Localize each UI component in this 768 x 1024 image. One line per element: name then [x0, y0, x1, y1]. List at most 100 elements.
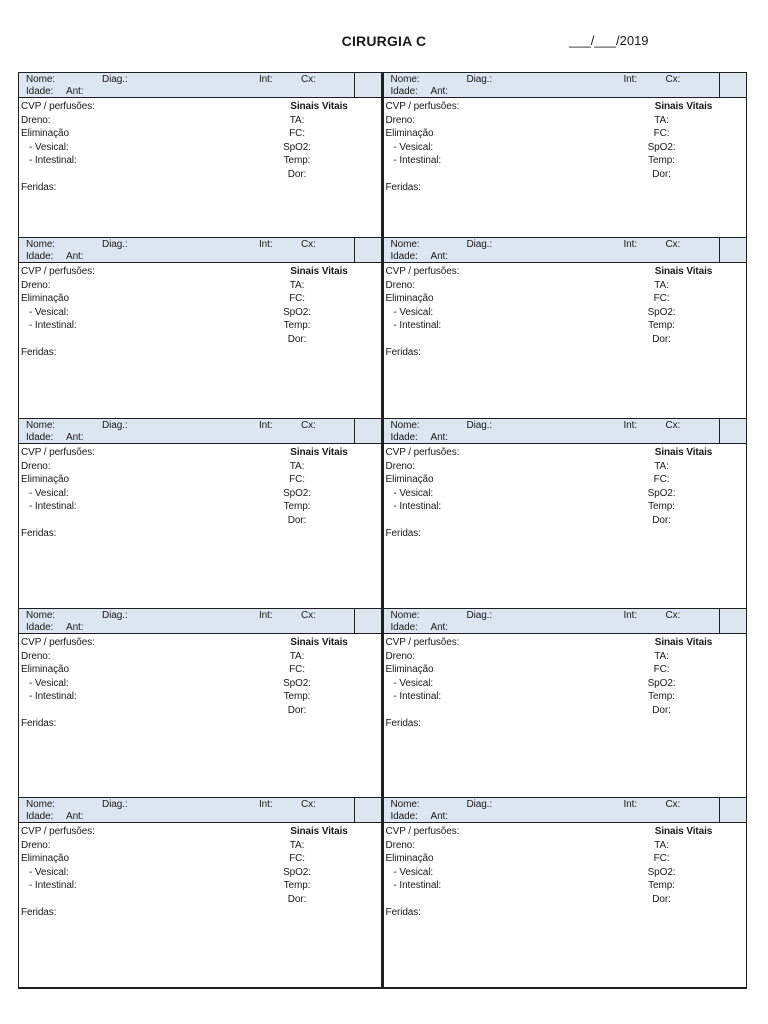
vital-signs-column: Sinais Vitais TA: FC: SpO2: Temp: Dor: [217, 446, 377, 527]
age-label: Idade: [26, 811, 54, 822]
patient-card: Nome: Diag.: Int: Cx: Idade: Ant: CVP / … [382, 608, 747, 797]
admission-label: Int: [623, 799, 638, 810]
temperature-label: Temp: [283, 501, 311, 512]
vital-signs-column: Sinais Vitais TA: FC: SpO2: Temp: Dor: [582, 265, 742, 346]
intestinal-label: - Intestinal: [29, 880, 77, 891]
cvp-perfusions-label: CVP / perfusões: [21, 266, 95, 277]
patient-card-grid: Nome: Diag.: Int: Cx: Idade: Ant: CVP / … [18, 72, 747, 989]
card-body: CVP / perfusões: Dreno: Eliminação - Ves… [384, 263, 747, 418]
wounds-label: Feridas: [385, 907, 421, 918]
diagnosis-label: Diag.: [466, 799, 493, 810]
spo2-label: SpO2: [647, 141, 676, 153]
header-divider [719, 609, 720, 633]
urinary-label: - Vesical: [29, 677, 69, 689]
spo2-label: SpO2: [647, 866, 676, 878]
antecedents-label: Ant: [66, 251, 84, 262]
card-header-band: Nome: Diag.: Int: Cx: Idade: Ant: [383, 608, 746, 634]
card-header-band: Nome: Diag.: Int: Cx: Idade: Ant: [19, 237, 381, 263]
surgery-label: Cx: [665, 799, 681, 810]
wounds-label: Feridas: [21, 347, 57, 358]
elimination-label: Eliminação [385, 853, 434, 864]
pain-label: Dor: [287, 333, 307, 345]
wounds-label: Feridas: [385, 347, 421, 358]
antecedents-label: Ant: [66, 622, 84, 633]
spo2-label: SpO2: [647, 306, 676, 318]
drain-label: Dreno: [385, 460, 416, 472]
vital-signs-title: Sinais Vitais [654, 266, 713, 277]
diagnosis-label: Diag.: [466, 610, 493, 621]
spo2-label: SpO2: [283, 677, 311, 689]
heart-rate-label: FC: [289, 664, 305, 675]
temperature-label: Temp: [283, 880, 311, 891]
name-label: Nome: [390, 420, 420, 431]
card-body: CVP / perfusões: Dreno: Eliminação - Ves… [19, 98, 381, 237]
intestinal-label: - Intestinal: [29, 320, 77, 331]
wounds-label: Feridas: [21, 182, 57, 193]
patient-card: Nome: Diag.: Int: Cx: Idade: Ant: CVP / … [18, 72, 383, 237]
blood-pressure-label: TA: [289, 114, 305, 126]
urinary-label: - Vesical: [393, 677, 434, 689]
surgery-label: Cx: [301, 420, 316, 431]
diagnosis-label: Diag.: [102, 420, 128, 431]
vital-signs-title: Sinais Vitais [290, 447, 348, 458]
card-header-band: Nome: Diag.: Int: Cx: Idade: Ant: [19, 797, 381, 823]
age-label: Idade: [390, 86, 418, 97]
care-fields-column: CVP / perfusões: Dreno: Eliminação - Ves… [384, 265, 747, 360]
elimination-label: Eliminação [21, 853, 69, 864]
vital-signs-column: Sinais Vitais TA: FC: SpO2: Temp: Dor: [217, 100, 377, 181]
spo2-label: SpO2: [283, 866, 311, 878]
diagnosis-label: Diag.: [102, 74, 128, 85]
pain-label: Dor: [652, 168, 671, 180]
title-row: CIRURGIA C ___/___/2019 [0, 0, 768, 72]
heart-rate-label: FC: [653, 128, 670, 139]
admission-label: Int: [623, 420, 638, 431]
diagnosis-label: Diag.: [466, 239, 493, 250]
card-header-band: Nome: Diag.: Int: Cx: Idade: Ant: [383, 237, 746, 263]
elimination-label: Eliminação [21, 293, 69, 304]
urinary-label: - Vesical: [29, 306, 69, 318]
elimination-label: Eliminação [21, 664, 69, 675]
heart-rate-label: FC: [653, 853, 670, 864]
care-fields-column: CVP / perfusões: Dreno: Eliminação - Ves… [384, 636, 747, 731]
intestinal-label: - Intestinal: [393, 691, 442, 702]
name-label: Nome: [26, 610, 55, 621]
drain-label: Dreno: [385, 279, 416, 291]
temperature-label: Temp: [648, 501, 675, 512]
intestinal-label: - Intestinal: [29, 501, 77, 512]
cvp-perfusions-label: CVP / perfusões: [385, 101, 460, 112]
drain-label: Dreno: [21, 650, 51, 662]
temperature-label: Temp: [648, 691, 675, 702]
temperature-label: Temp: [648, 320, 675, 331]
pain-label: Dor: [652, 333, 671, 345]
age-label: Idade: [390, 811, 418, 822]
diagnosis-label: Diag.: [102, 799, 128, 810]
surgery-label: Cx: [301, 610, 316, 621]
intestinal-label: - Intestinal: [29, 155, 77, 166]
pain-label: Dor: [652, 893, 671, 905]
wounds-label: Feridas: [385, 182, 421, 193]
heart-rate-label: FC: [289, 293, 305, 304]
vital-signs-title: Sinais Vitais [290, 637, 348, 648]
surgery-label: Cx: [301, 799, 316, 810]
card-body: CVP / perfusões: Dreno: Eliminação - Ves… [384, 634, 747, 797]
vital-signs-column: Sinais Vitais TA: FC: SpO2: Temp: Dor: [217, 825, 377, 906]
header-divider [353, 238, 355, 262]
blood-pressure-label: TA: [289, 650, 305, 662]
urinary-label: - Vesical: [393, 866, 434, 878]
blood-pressure-label: TA: [289, 460, 305, 472]
care-fields-column: CVP / perfusões: Dreno: Eliminação - Ves… [384, 825, 747, 920]
drain-label: Dreno: [385, 650, 416, 662]
intestinal-label: - Intestinal: [393, 155, 442, 166]
urinary-label: - Vesical: [393, 487, 434, 499]
patient-card: Nome: Diag.: Int: Cx: Idade: Ant: CVP / … [382, 418, 747, 608]
vital-signs-column: Sinais Vitais TA: FC: SpO2: Temp: Dor: [582, 100, 742, 181]
surgery-label: Cx: [665, 610, 681, 621]
vital-signs-column: Sinais Vitais TA: FC: SpO2: Temp: Dor: [582, 636, 742, 717]
cvp-perfusions-label: CVP / perfusões: [21, 637, 95, 648]
temperature-label: Temp: [283, 155, 311, 166]
age-label: Idade: [26, 622, 54, 633]
card-body: CVP / perfusões: Dreno: Eliminação - Ves… [19, 823, 381, 987]
pain-label: Dor: [287, 704, 307, 716]
cvp-perfusions-label: CVP / perfusões: [385, 826, 460, 837]
vital-signs-column: Sinais Vitais TA: FC: SpO2: Temp: Dor: [582, 446, 742, 527]
